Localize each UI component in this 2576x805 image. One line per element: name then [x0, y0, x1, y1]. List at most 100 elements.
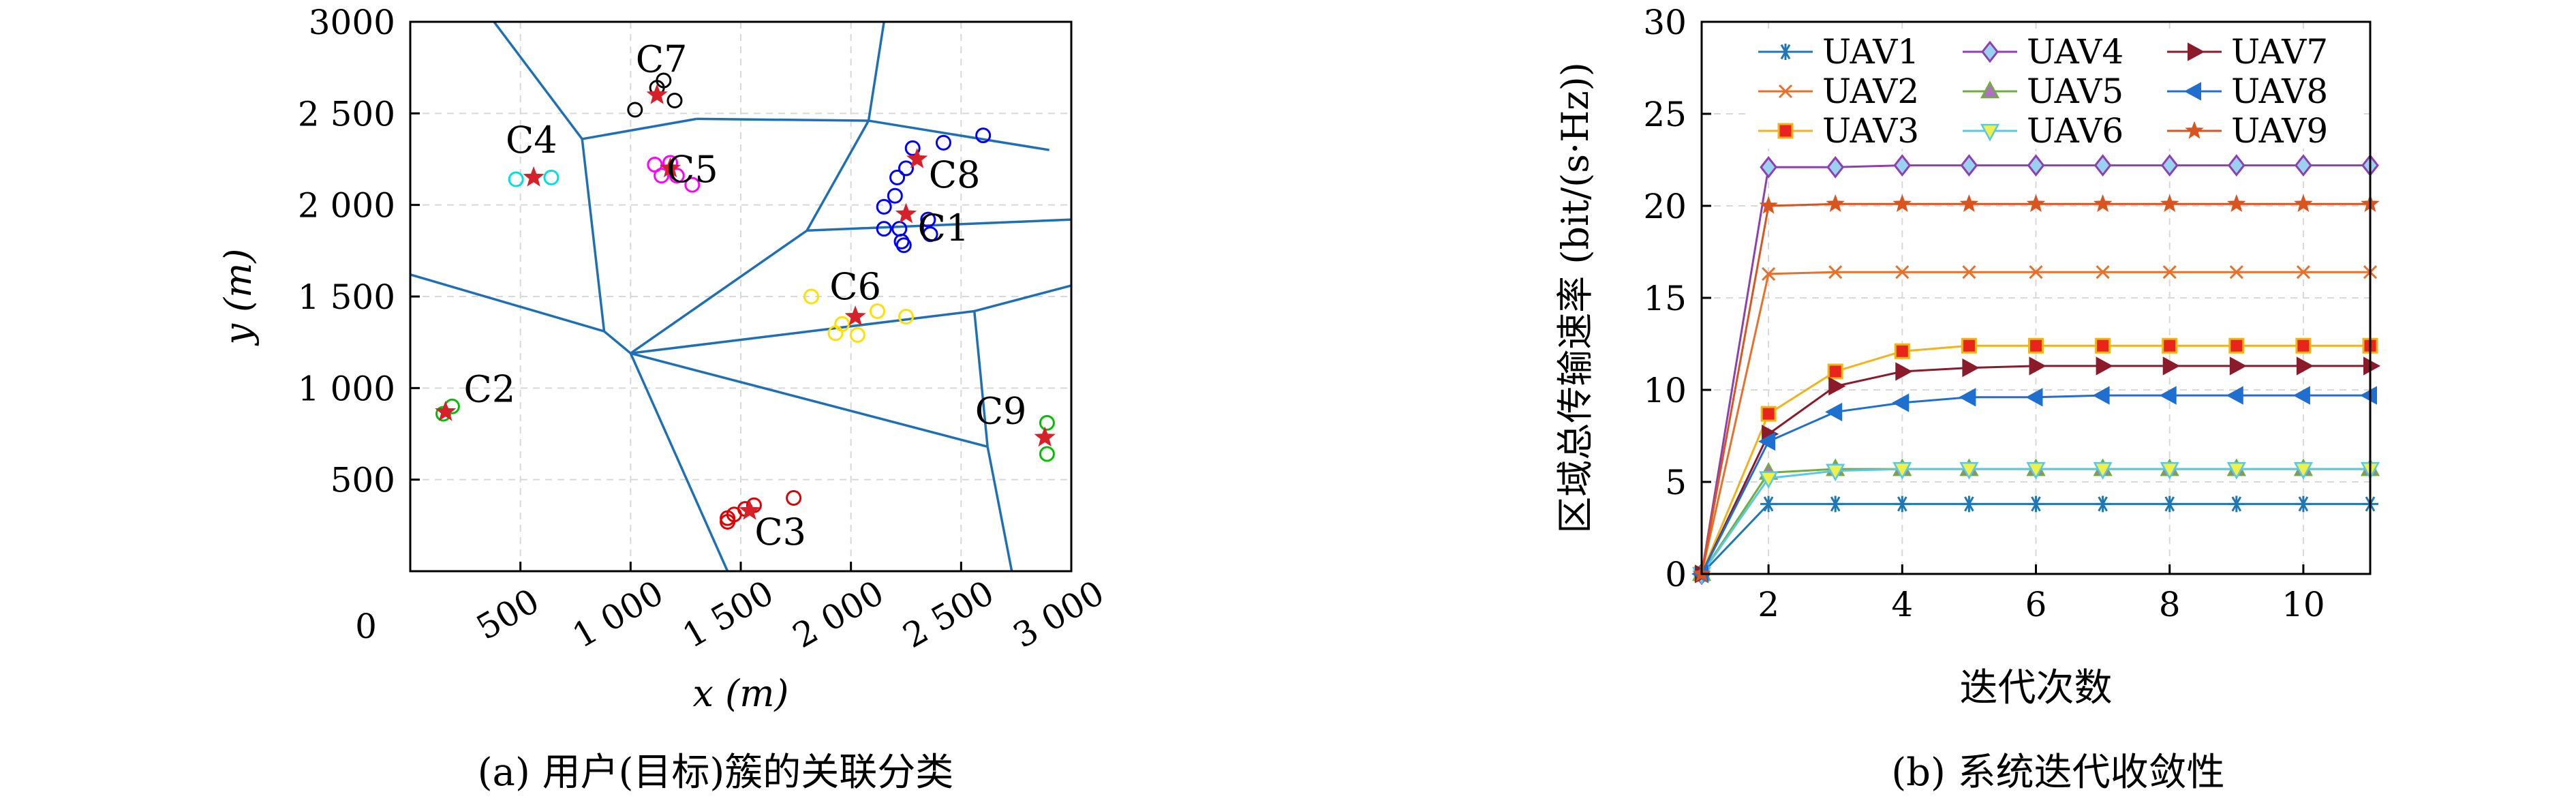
- user-point: [684, 177, 701, 193]
- user-point: [543, 169, 559, 185]
- y-tick-label: 2 000: [298, 186, 395, 226]
- data-point: [2363, 356, 2381, 376]
- x-tick-label: 10: [2282, 585, 2325, 624]
- cluster-label: C2: [464, 367, 516, 410]
- user-point: [786, 490, 802, 506]
- cluster-label: C9: [975, 390, 1027, 433]
- data-point: [2227, 194, 2246, 212]
- voronoi-edge: [629, 352, 729, 572]
- voronoi-edge: [696, 117, 869, 122]
- legend-item: UAV7: [2167, 32, 2328, 72]
- data-point: [2228, 337, 2245, 354]
- legend-background: [1749, 31, 2362, 149]
- series-uav8: [1691, 386, 2377, 583]
- series-uav4: [1693, 154, 2379, 586]
- y-tick-label: 25: [1643, 95, 1687, 134]
- data-point: [1760, 406, 1777, 422]
- cluster-label: C8: [929, 153, 981, 196]
- user-point: [898, 160, 914, 177]
- data-point: [1895, 362, 1913, 381]
- user-point: [666, 93, 683, 109]
- data-point: [1981, 40, 1999, 63]
- data-point: [1827, 496, 1844, 513]
- user-point: [889, 169, 906, 185]
- x-tick-label: 2 500: [896, 573, 1000, 656]
- caption-b: (b) 系统迭代收敛性: [1891, 750, 2225, 795]
- voronoi-edge: [986, 446, 1013, 572]
- cluster-label: C3: [754, 511, 806, 553]
- user-point: [1039, 446, 1055, 462]
- legend-item: UAV9: [2167, 111, 2328, 151]
- data-point: [2294, 154, 2312, 177]
- voronoi-edge: [581, 138, 606, 332]
- voronoi-edge: [581, 117, 697, 140]
- data-point: [1759, 196, 1778, 214]
- y-tick-label: 2 500: [298, 94, 395, 134]
- legend-label: UAV3: [1822, 111, 1919, 151]
- x-tick-label: 1 500: [676, 573, 780, 656]
- data-point: [2027, 496, 2044, 513]
- series-uav9: [1692, 194, 2380, 582]
- cluster-label: C7: [636, 38, 688, 81]
- data-point: [2026, 461, 2046, 480]
- user-point: [891, 221, 908, 237]
- voronoi-edge: [806, 218, 1072, 232]
- legend-label: UAV7: [2231, 32, 2328, 72]
- user-point: [654, 168, 670, 184]
- y-tick-label: 30: [1643, 3, 1687, 42]
- data-point: [1894, 343, 1910, 359]
- voronoi-edge: [630, 352, 988, 448]
- data-point: [2293, 386, 2310, 405]
- data-point: [1959, 461, 1979, 480]
- data-point: [1828, 265, 1843, 279]
- series-line: [1700, 394, 2370, 575]
- user-point: [849, 326, 865, 343]
- cluster-center-star: [739, 499, 761, 520]
- legend-label: UAV1: [1822, 32, 1919, 72]
- voronoi-edge: [972, 311, 989, 447]
- cluster-center-star: [906, 148, 928, 168]
- cluster-center-star: [659, 157, 681, 178]
- data-point: [2228, 496, 2245, 513]
- data-point: [1777, 123, 1794, 139]
- voronoi-edge: [630, 309, 975, 355]
- voronoi-edge: [806, 120, 870, 232]
- data-point: [1894, 496, 1911, 513]
- x-tick-label: 500: [470, 581, 546, 648]
- data-point: [2095, 337, 2111, 354]
- data-point: [1828, 376, 1846, 396]
- data-point: [2096, 356, 2113, 376]
- cluster-label: C1: [918, 207, 970, 249]
- legend-item: UAV5: [1963, 72, 2123, 111]
- user-point: [669, 168, 685, 184]
- data-point: [2296, 356, 2314, 376]
- data-point: [1758, 431, 1776, 451]
- user-point: [834, 316, 850, 332]
- data-point: [1892, 461, 1912, 480]
- data-point: [1960, 154, 1978, 177]
- y-tick-label: 20: [1643, 187, 1687, 226]
- user-point: [920, 211, 936, 228]
- user-point: [508, 171, 524, 187]
- cluster-center-star: [844, 305, 866, 326]
- voronoi-edge: [630, 229, 808, 354]
- user-point: [904, 140, 921, 156]
- legend-label: UAV6: [2027, 111, 2123, 151]
- data-point: [1760, 496, 1777, 513]
- data-point: [2294, 194, 2313, 212]
- y-tick-label: 0: [1665, 555, 1687, 594]
- caption-a: (a) 用户(目标)簇的关联分类: [477, 750, 954, 795]
- data-point: [2027, 154, 2045, 177]
- y-axis-label-b: 区域总传输速率 (bit/(s·Hz)): [1554, 62, 1597, 534]
- data-point: [1962, 265, 1976, 279]
- voronoi-edge: [974, 284, 1072, 313]
- data-point: [2162, 356, 2180, 376]
- series-line: [1700, 468, 2370, 575]
- data-point: [2094, 154, 2112, 177]
- data-point: [2227, 154, 2245, 177]
- voronoi-edge: [603, 330, 632, 354]
- y-tick-label: 3000: [309, 3, 395, 42]
- x-tick-label: 6: [2025, 585, 2047, 624]
- data-point: [2229, 356, 2247, 376]
- y-tick-label: 1 500: [298, 277, 395, 317]
